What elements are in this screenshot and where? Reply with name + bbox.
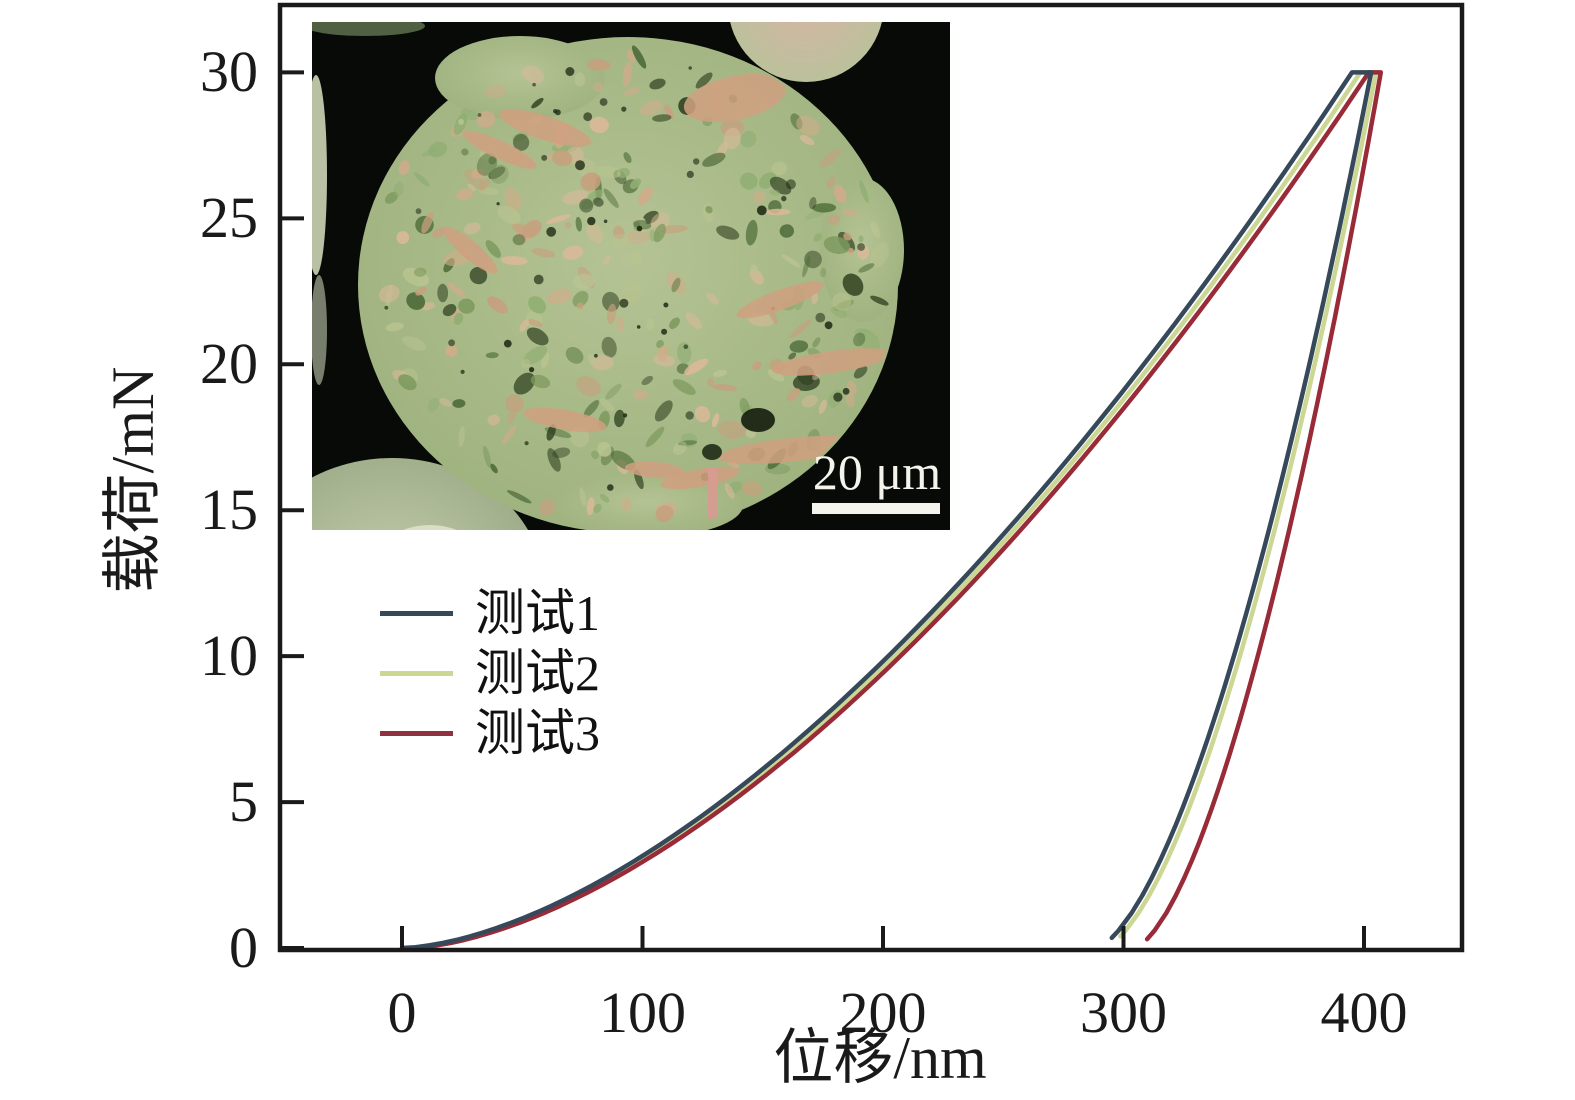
y-tick-label: 0 xyxy=(229,915,258,980)
y-tick-label: 30 xyxy=(200,39,258,105)
y-tick-label: 25 xyxy=(200,185,258,251)
inset-scale-bar-label: 20 μm xyxy=(812,444,942,500)
legend-item-2: 测试2 xyxy=(380,645,600,701)
legend-swatch xyxy=(380,730,453,736)
y-tick-label: 20 xyxy=(200,331,258,397)
series-curve-2 xyxy=(403,70,1379,951)
y-tick-label: 10 xyxy=(200,623,258,689)
legend-label: 测试3 xyxy=(475,705,600,761)
x-tick-label: 0 xyxy=(387,980,417,1045)
x-tick-label: 200 xyxy=(839,980,927,1045)
legend-label: 测试1 xyxy=(475,585,600,641)
legend-swatch xyxy=(380,610,453,616)
y-tick-label: 15 xyxy=(200,477,258,543)
x-tick-label: 100 xyxy=(599,980,686,1045)
curves-group xyxy=(399,70,1384,951)
legend-item-3: 测试3 xyxy=(380,705,600,761)
plot-frame xyxy=(277,2,1465,953)
series-curve-3 xyxy=(406,70,1384,951)
inset-micrograph xyxy=(312,22,950,530)
legend-swatch xyxy=(380,670,453,676)
series-curve-1 xyxy=(399,70,1374,951)
y-tick-label: 5 xyxy=(229,769,258,835)
x-tick-label: 400 xyxy=(1320,980,1408,1045)
x-tick-label: 300 xyxy=(1080,980,1167,1045)
x-axis-title: 位移/nm xyxy=(773,1025,987,1091)
scale-bar xyxy=(812,503,940,514)
legend-item-1: 测试1 xyxy=(380,585,600,641)
legend-label: 测试2 xyxy=(475,645,600,701)
